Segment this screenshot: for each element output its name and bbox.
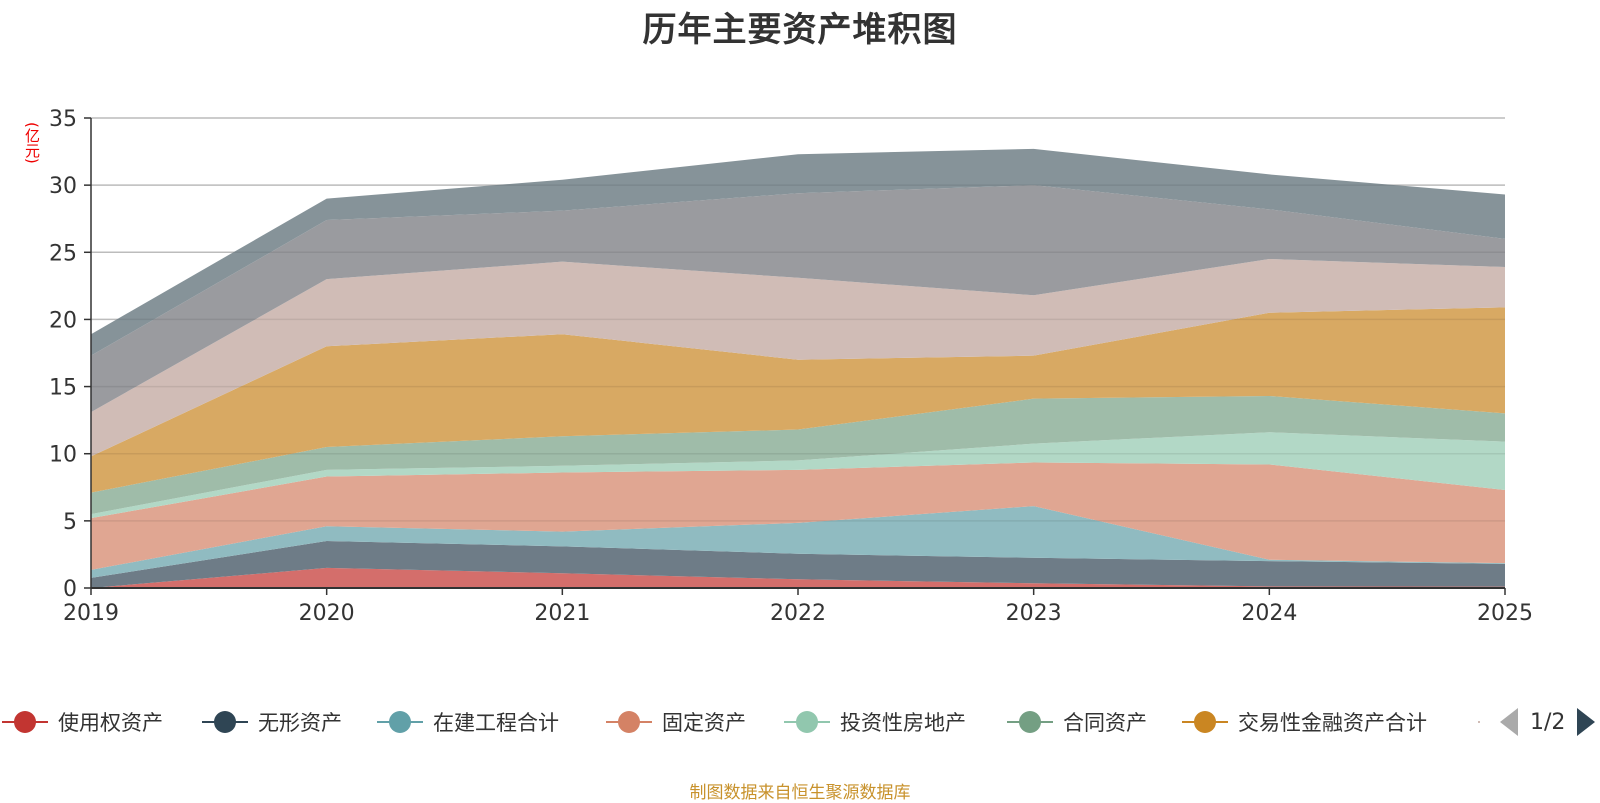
- y-tick-label: 25: [49, 241, 77, 266]
- x-tick-label: 2022: [770, 601, 826, 626]
- triangle-right-icon[interactable]: [1577, 708, 1596, 736]
- x-tick-label: 2021: [534, 601, 590, 626]
- legend-label: 固定资产: [662, 711, 746, 735]
- triangle-left-icon[interactable]: [1500, 708, 1518, 736]
- legend-label: 使用权资产: [58, 711, 163, 735]
- x-tick-label: 2025: [1477, 601, 1533, 626]
- legend-marker-icon: [604, 705, 654, 739]
- legend-item[interactable]: 投资性房地产: [782, 705, 966, 739]
- legend-label: 在建工程合计: [433, 711, 559, 735]
- legend-label: 合同资产: [1063, 711, 1147, 735]
- legend-marker-icon: [1005, 705, 1055, 739]
- legend-overflow-dot: [1478, 721, 1480, 723]
- legend: 使用权资产 无形资产 在建工程合计 固定资产 投资性房地产 合同资产 交易性金融资产合计: [0, 705, 1600, 739]
- area-series-8[interactable]: [91, 259, 1505, 457]
- area-series-6[interactable]: [91, 395, 1505, 515]
- chart-title: 历年主要资产堆积图: [642, 10, 958, 50]
- legend-label: 无形资产: [258, 711, 342, 735]
- y-tick-label: 5: [63, 510, 77, 535]
- area-series-1[interactable]: [91, 567, 1505, 588]
- legend-label: 交易性金融资产合计: [1238, 711, 1427, 735]
- y-tick-label: 0: [63, 577, 77, 602]
- y-tick-label: 10: [49, 443, 77, 468]
- y-tick-label: 20: [49, 308, 77, 333]
- legend-marker-icon: [200, 705, 250, 739]
- legend-marker-icon: [1180, 705, 1230, 739]
- area-series-5[interactable]: [91, 432, 1505, 519]
- legend-item[interactable]: 交易性金融资产合计: [1180, 705, 1427, 739]
- data-source-note: 制图数据来自恒生聚源数据库: [689, 783, 911, 803]
- y-axis-unit-label: (亿元): [23, 122, 41, 164]
- legend-marker-icon: [0, 705, 50, 739]
- legend-label: 投资性房地产: [840, 711, 966, 735]
- legend-item[interactable]: 无形资产: [200, 705, 342, 739]
- area-series: [91, 117, 1505, 588]
- y-tick-label: 15: [49, 376, 77, 401]
- legend-marker-icon: [375, 705, 425, 739]
- area-series-2[interactable]: [91, 541, 1505, 588]
- x-tick-label: 2023: [1006, 601, 1062, 626]
- legend-pager: 1/2: [1500, 705, 1596, 739]
- legend-page-indicator: 1/2: [1530, 709, 1566, 735]
- legend-item[interactable]: 合同资产: [1005, 705, 1147, 739]
- legend-item[interactable]: 固定资产: [604, 705, 746, 739]
- x-tick-label: 2024: [1241, 601, 1297, 626]
- area-series-9[interactable]: [91, 185, 1505, 413]
- area-series-3[interactable]: [91, 506, 1505, 578]
- x-tick-label: 2020: [299, 601, 355, 626]
- area-series-7[interactable]: [91, 307, 1505, 493]
- y-tick-label: 30: [49, 174, 77, 199]
- x-tick-label: 2019: [63, 601, 119, 626]
- legend-item[interactable]: 使用权资产: [0, 705, 163, 739]
- legend-item[interactable]: 在建工程合计: [375, 705, 559, 739]
- legend-marker-icon: [782, 705, 832, 739]
- y-tick-label: 35: [49, 107, 77, 132]
- area-series-4[interactable]: [91, 462, 1505, 570]
- area-series-10[interactable]: [91, 148, 1505, 356]
